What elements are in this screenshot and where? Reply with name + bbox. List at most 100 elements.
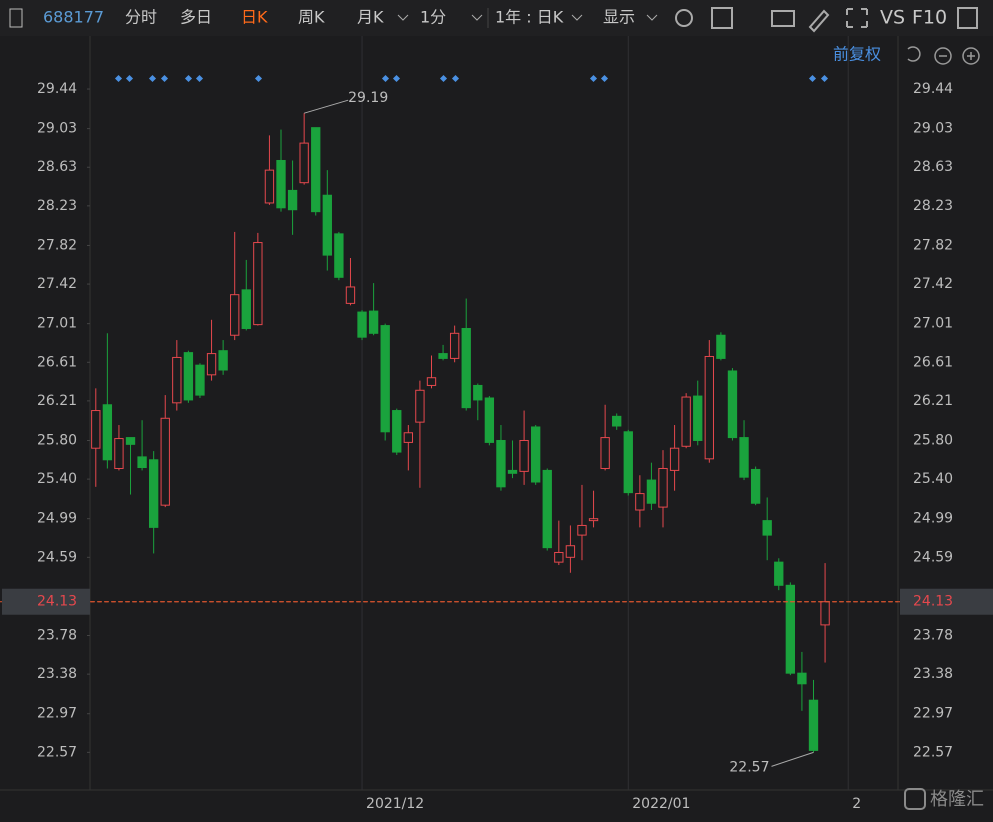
- y-tick-label-right: 22.57: [913, 744, 953, 760]
- settings-icon[interactable]: [675, 9, 693, 27]
- candle-body: [716, 334, 726, 359]
- candle-body: [785, 584, 796, 674]
- zoom-in[interactable]: [962, 47, 980, 65]
- candle-body: [484, 397, 495, 443]
- tab[interactable]: 月K: [357, 8, 384, 27]
- event-marker[interactable]: [114, 74, 123, 83]
- tab[interactable]: 1分: [420, 8, 446, 27]
- candle-body: [276, 159, 286, 209]
- event-marker[interactable]: [451, 74, 460, 83]
- candle-body: [322, 194, 332, 256]
- y-tick-label: 27.01: [37, 316, 77, 332]
- event-marker[interactable]: [392, 74, 401, 83]
- tab-active[interactable]: 日K: [241, 8, 268, 27]
- y-tick-label-right: 22.97: [913, 706, 953, 722]
- candle-body: [577, 524, 587, 536]
- candle-body: [218, 350, 228, 371]
- candle-body: [449, 332, 460, 359]
- event-marker[interactable]: [125, 74, 134, 83]
- sidebar-icon[interactable]: [9, 8, 23, 28]
- x-tick-label: 2021/12: [366, 796, 424, 812]
- candle-body: [554, 551, 564, 563]
- draw-icon[interactable]: [808, 9, 830, 33]
- period-select[interactable]: 1年 : 日K: [495, 8, 564, 27]
- price-box: [900, 588, 993, 615]
- event-marker[interactable]: [254, 74, 263, 83]
- camera-icon[interactable]: [771, 10, 795, 27]
- watermark-logo: [904, 788, 926, 810]
- reset-icon[interactable]: [907, 46, 921, 62]
- price-box: [2, 588, 90, 615]
- candle-body: [750, 468, 761, 504]
- y-tick-label: 26.21: [37, 393, 77, 409]
- candle-body: [473, 384, 483, 401]
- candle-body: [565, 545, 576, 558]
- event-marker[interactable]: [808, 74, 817, 83]
- y-tick-label-right: 27.01: [913, 316, 953, 332]
- min-leader: [771, 751, 814, 767]
- y-tick-label: 23.78: [37, 628, 77, 644]
- candle-body: [623, 431, 633, 494]
- candle-body: [496, 439, 506, 488]
- adjust-button[interactable]: 前复权: [833, 45, 881, 64]
- y-tick-label: 22.57: [37, 744, 77, 760]
- y-tick-label: 25.80: [37, 432, 77, 448]
- price-label: 24.13: [37, 594, 77, 610]
- event-marker[interactable]: [381, 74, 390, 83]
- event-marker[interactable]: [184, 74, 193, 83]
- candle-body: [195, 364, 205, 396]
- tab[interactable]: 分时: [125, 8, 157, 27]
- candle-body: [646, 479, 657, 504]
- candle-body: [241, 289, 251, 329]
- y-tick-label: 26.61: [37, 354, 77, 370]
- fullscreen-icon[interactable]: [846, 8, 868, 28]
- candle-body: [380, 325, 390, 433]
- candle-body: [542, 469, 552, 549]
- display-menu[interactable]: 显示: [603, 8, 635, 27]
- tab[interactable]: 多日: [180, 8, 212, 27]
- candle-body: [160, 417, 170, 506]
- watermark: 格隆汇: [930, 789, 984, 810]
- candle-body: [415, 389, 425, 423]
- candle-body: [426, 377, 437, 386]
- candle-body: [311, 127, 321, 213]
- panel-icon[interactable]: [957, 7, 978, 29]
- y-tick-label: 24.99: [37, 511, 77, 527]
- candle-body: [727, 370, 738, 439]
- event-marker[interactable]: [148, 74, 157, 83]
- dropdown-arrow: [471, 14, 483, 21]
- candle-body: [693, 395, 703, 441]
- event-marker[interactable]: [820, 74, 829, 83]
- y-tick-label-right: 29.03: [913, 121, 953, 137]
- candle-body: [669, 447, 680, 471]
- y-tick-label: 28.63: [37, 159, 77, 175]
- event-marker[interactable]: [589, 74, 598, 83]
- x-tick-label: 2022/01: [632, 796, 690, 812]
- tab[interactable]: 周K: [298, 8, 325, 27]
- f10-button[interactable]: F10: [912, 7, 947, 29]
- toolbar: [0, 0, 993, 36]
- candle-body: [102, 404, 113, 461]
- vs-button[interactable]: VS: [880, 7, 905, 29]
- y-tick-label: 25.40: [37, 471, 77, 487]
- y-tick-label: 23.38: [37, 666, 77, 682]
- y-tick-label: 29.03: [37, 121, 77, 137]
- event-marker[interactable]: [160, 74, 169, 83]
- candle-body: [357, 311, 367, 338]
- y-tick-label-right: 24.99: [913, 511, 953, 527]
- event-marker[interactable]: [195, 74, 204, 83]
- stock-code[interactable]: 688177: [43, 8, 104, 27]
- zoom-out[interactable]: [934, 47, 952, 65]
- color-icon[interactable]: [711, 7, 733, 29]
- event-marker[interactable]: [600, 74, 609, 83]
- y-tick-label-right: 25.40: [913, 471, 953, 487]
- candle-body: [531, 426, 541, 483]
- candle-body: [461, 327, 471, 409]
- event-marker[interactable]: [439, 74, 448, 83]
- y-tick-label-right: 24.59: [913, 549, 953, 565]
- y-tick-label: 29.44: [37, 81, 77, 97]
- candle-body: [808, 699, 819, 751]
- candle-body: [91, 410, 101, 449]
- y-tick-label-right: 26.61: [913, 354, 953, 370]
- candle-body: [658, 467, 668, 508]
